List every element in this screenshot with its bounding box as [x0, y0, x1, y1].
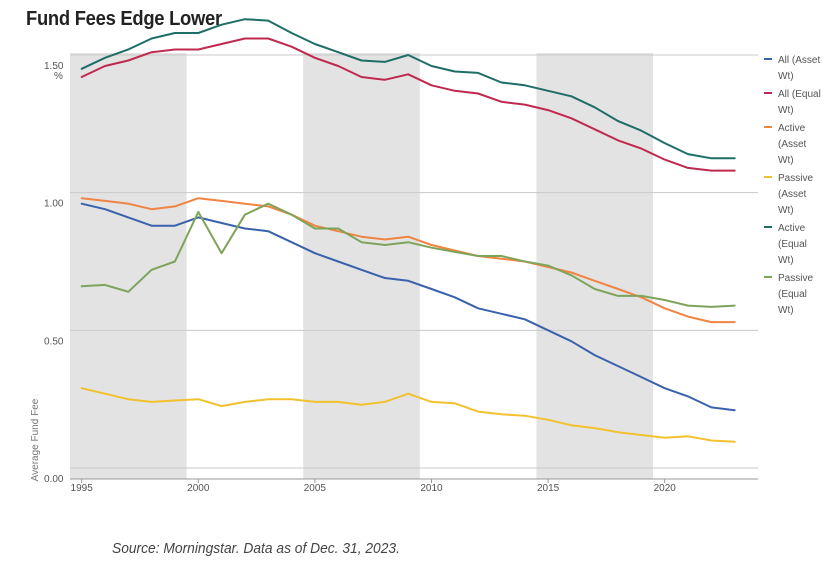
- x-tick-label: 2010: [420, 483, 443, 494]
- legend-label: Wt): [778, 205, 794, 216]
- y-unit-label: %: [54, 71, 63, 82]
- legend-label: Active: [778, 123, 806, 134]
- legend-label: (Equal: [778, 289, 807, 300]
- x-tick-label: 2005: [304, 483, 327, 494]
- y-tick-label: 1.00: [44, 199, 64, 210]
- legend-label: Wt): [778, 105, 794, 116]
- legend-label: Wt): [778, 71, 794, 82]
- legend-label: Active: [778, 223, 806, 234]
- x-tick-label: 2015: [537, 483, 560, 494]
- shaded-band-1: [70, 53, 187, 479]
- legend-label: (Equal: [778, 239, 807, 250]
- legend-label: Passive: [778, 273, 813, 284]
- shaded-band-3: [536, 53, 654, 479]
- legend: All (Asset Wt) All (Equal Wt) Active (Asset Wt…: [764, 55, 821, 316]
- y-tick-label: 1.50: [44, 61, 64, 72]
- y-tick-label: 0.00: [44, 474, 64, 485]
- legend-label: All (Equal: [778, 89, 821, 100]
- series-line-6: [80, 202, 736, 308]
- series-line-1: [80, 202, 736, 412]
- x-tick-label: 2000: [187, 483, 210, 494]
- series-lines: [80, 18, 736, 443]
- legend-label: (Asset: [778, 139, 807, 150]
- legend-label: All (Asset: [778, 55, 820, 66]
- series-line-3: [80, 197, 736, 324]
- x-tick-label: 1995: [71, 483, 94, 494]
- gridlines: [70, 54, 758, 469]
- x-tick-label: 2020: [654, 483, 677, 494]
- legend-label: Wt): [778, 155, 794, 166]
- series-line-5: [80, 18, 736, 160]
- y-axis-title: Average Fund Fee: [30, 398, 41, 481]
- legend-label: Passive: [778, 173, 813, 184]
- source-note: Source: Morningstar. Data as of Dec. 31,…: [112, 540, 400, 557]
- legend-label: Wt): [778, 255, 794, 266]
- y-tick-label: 0.50: [44, 336, 64, 347]
- legend-label: (Asset: [778, 189, 807, 200]
- shaded-band-2: [303, 53, 420, 479]
- axes: 1.50 1.00 0.50 0.00% 1995 2000 2005 2010 2015 202…: [30, 61, 758, 494]
- legend-label: Wt): [778, 305, 794, 316]
- line-chart: 1.50 1.00 0.50 0.00% 1995 2000 2005 2010 2015 202…: [30, 18, 821, 494]
- series-line-4: [80, 387, 736, 443]
- chart-title: Fund Fees Edge Lower: [26, 8, 222, 30]
- shaded-bands: [70, 53, 654, 479]
- series-line-2: [80, 37, 736, 172]
